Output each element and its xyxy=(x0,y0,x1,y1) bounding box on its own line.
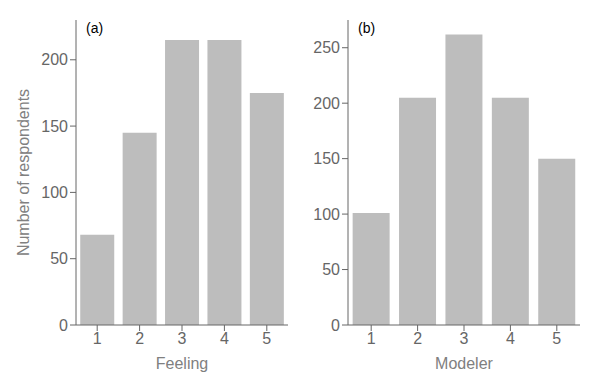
html-text:(a): (a) xyxy=(86,20,104,36)
svg-text:5: 5 xyxy=(262,330,271,347)
svg-text:3: 3 xyxy=(460,330,469,347)
svg-text:2: 2 xyxy=(413,330,422,347)
svg-text:50: 50 xyxy=(322,261,340,278)
svg-text:0: 0 xyxy=(59,317,68,334)
svg-text:250: 250 xyxy=(313,39,340,56)
svg-text:1: 1 xyxy=(367,330,376,347)
svg-text:Modeler: Modeler xyxy=(435,355,493,372)
svg-text:4: 4 xyxy=(220,330,229,347)
svg-text:1: 1 xyxy=(93,330,102,347)
svg-text:Feeling: Feeling xyxy=(156,355,208,372)
svg-text:100: 100 xyxy=(41,184,68,201)
svg-text:5: 5 xyxy=(552,330,561,347)
svg-text:2: 2 xyxy=(135,330,144,347)
html-text:(b): (b) xyxy=(358,20,376,36)
svg-text:100: 100 xyxy=(313,206,340,223)
svg-text:0: 0 xyxy=(331,317,340,334)
svg-text:200: 200 xyxy=(313,95,340,112)
svg-text:3: 3 xyxy=(178,330,187,347)
svg-text:200: 200 xyxy=(41,51,68,68)
svg-text:4: 4 xyxy=(506,330,515,347)
svg-text:150: 150 xyxy=(313,150,340,167)
svg-text:Number of respondents: Number of respondents xyxy=(15,89,32,256)
svg-text:150: 150 xyxy=(41,118,68,135)
svg-text:50: 50 xyxy=(50,250,68,267)
